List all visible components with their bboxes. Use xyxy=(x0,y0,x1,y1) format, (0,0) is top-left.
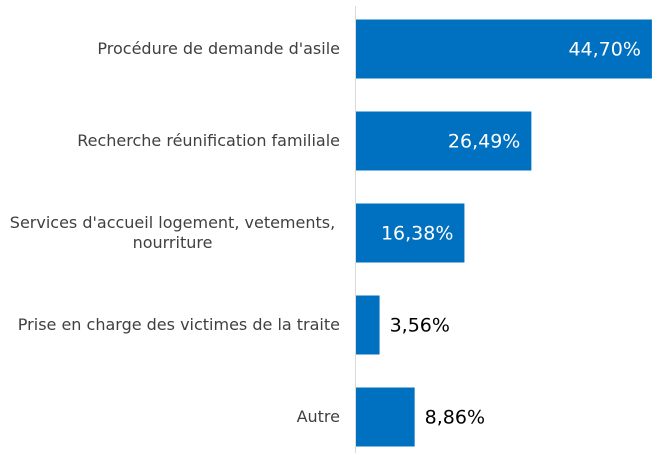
bar xyxy=(356,19,652,79)
bar xyxy=(356,295,380,355)
category-label: Services d'accueil logement, vetements, … xyxy=(5,203,340,263)
category-text: Prise en charge des victimes de la trait… xyxy=(17,315,340,334)
value-label: 16,38% xyxy=(381,223,453,245)
bar xyxy=(356,203,465,263)
bar xyxy=(356,111,532,171)
category-text: Recherche réunification familiale xyxy=(77,131,340,150)
value-label: 8,86% xyxy=(425,407,485,429)
category-text: Services d'accueil logement, vetements, … xyxy=(9,213,336,252)
value-label: 26,49% xyxy=(448,131,520,153)
category-text: Procédure de demande d'asile xyxy=(97,39,340,58)
category-label: Procédure de demande d'asile xyxy=(5,19,340,79)
value-label: 44,70% xyxy=(568,39,640,61)
category-label: Prise en charge des victimes de la trait… xyxy=(5,295,340,355)
category-label: Recherche réunification familiale xyxy=(5,111,340,171)
value-label: 3,56% xyxy=(390,315,450,337)
category-label: Autre xyxy=(5,387,340,447)
bar xyxy=(356,387,415,447)
category-text: Autre xyxy=(296,407,340,426)
